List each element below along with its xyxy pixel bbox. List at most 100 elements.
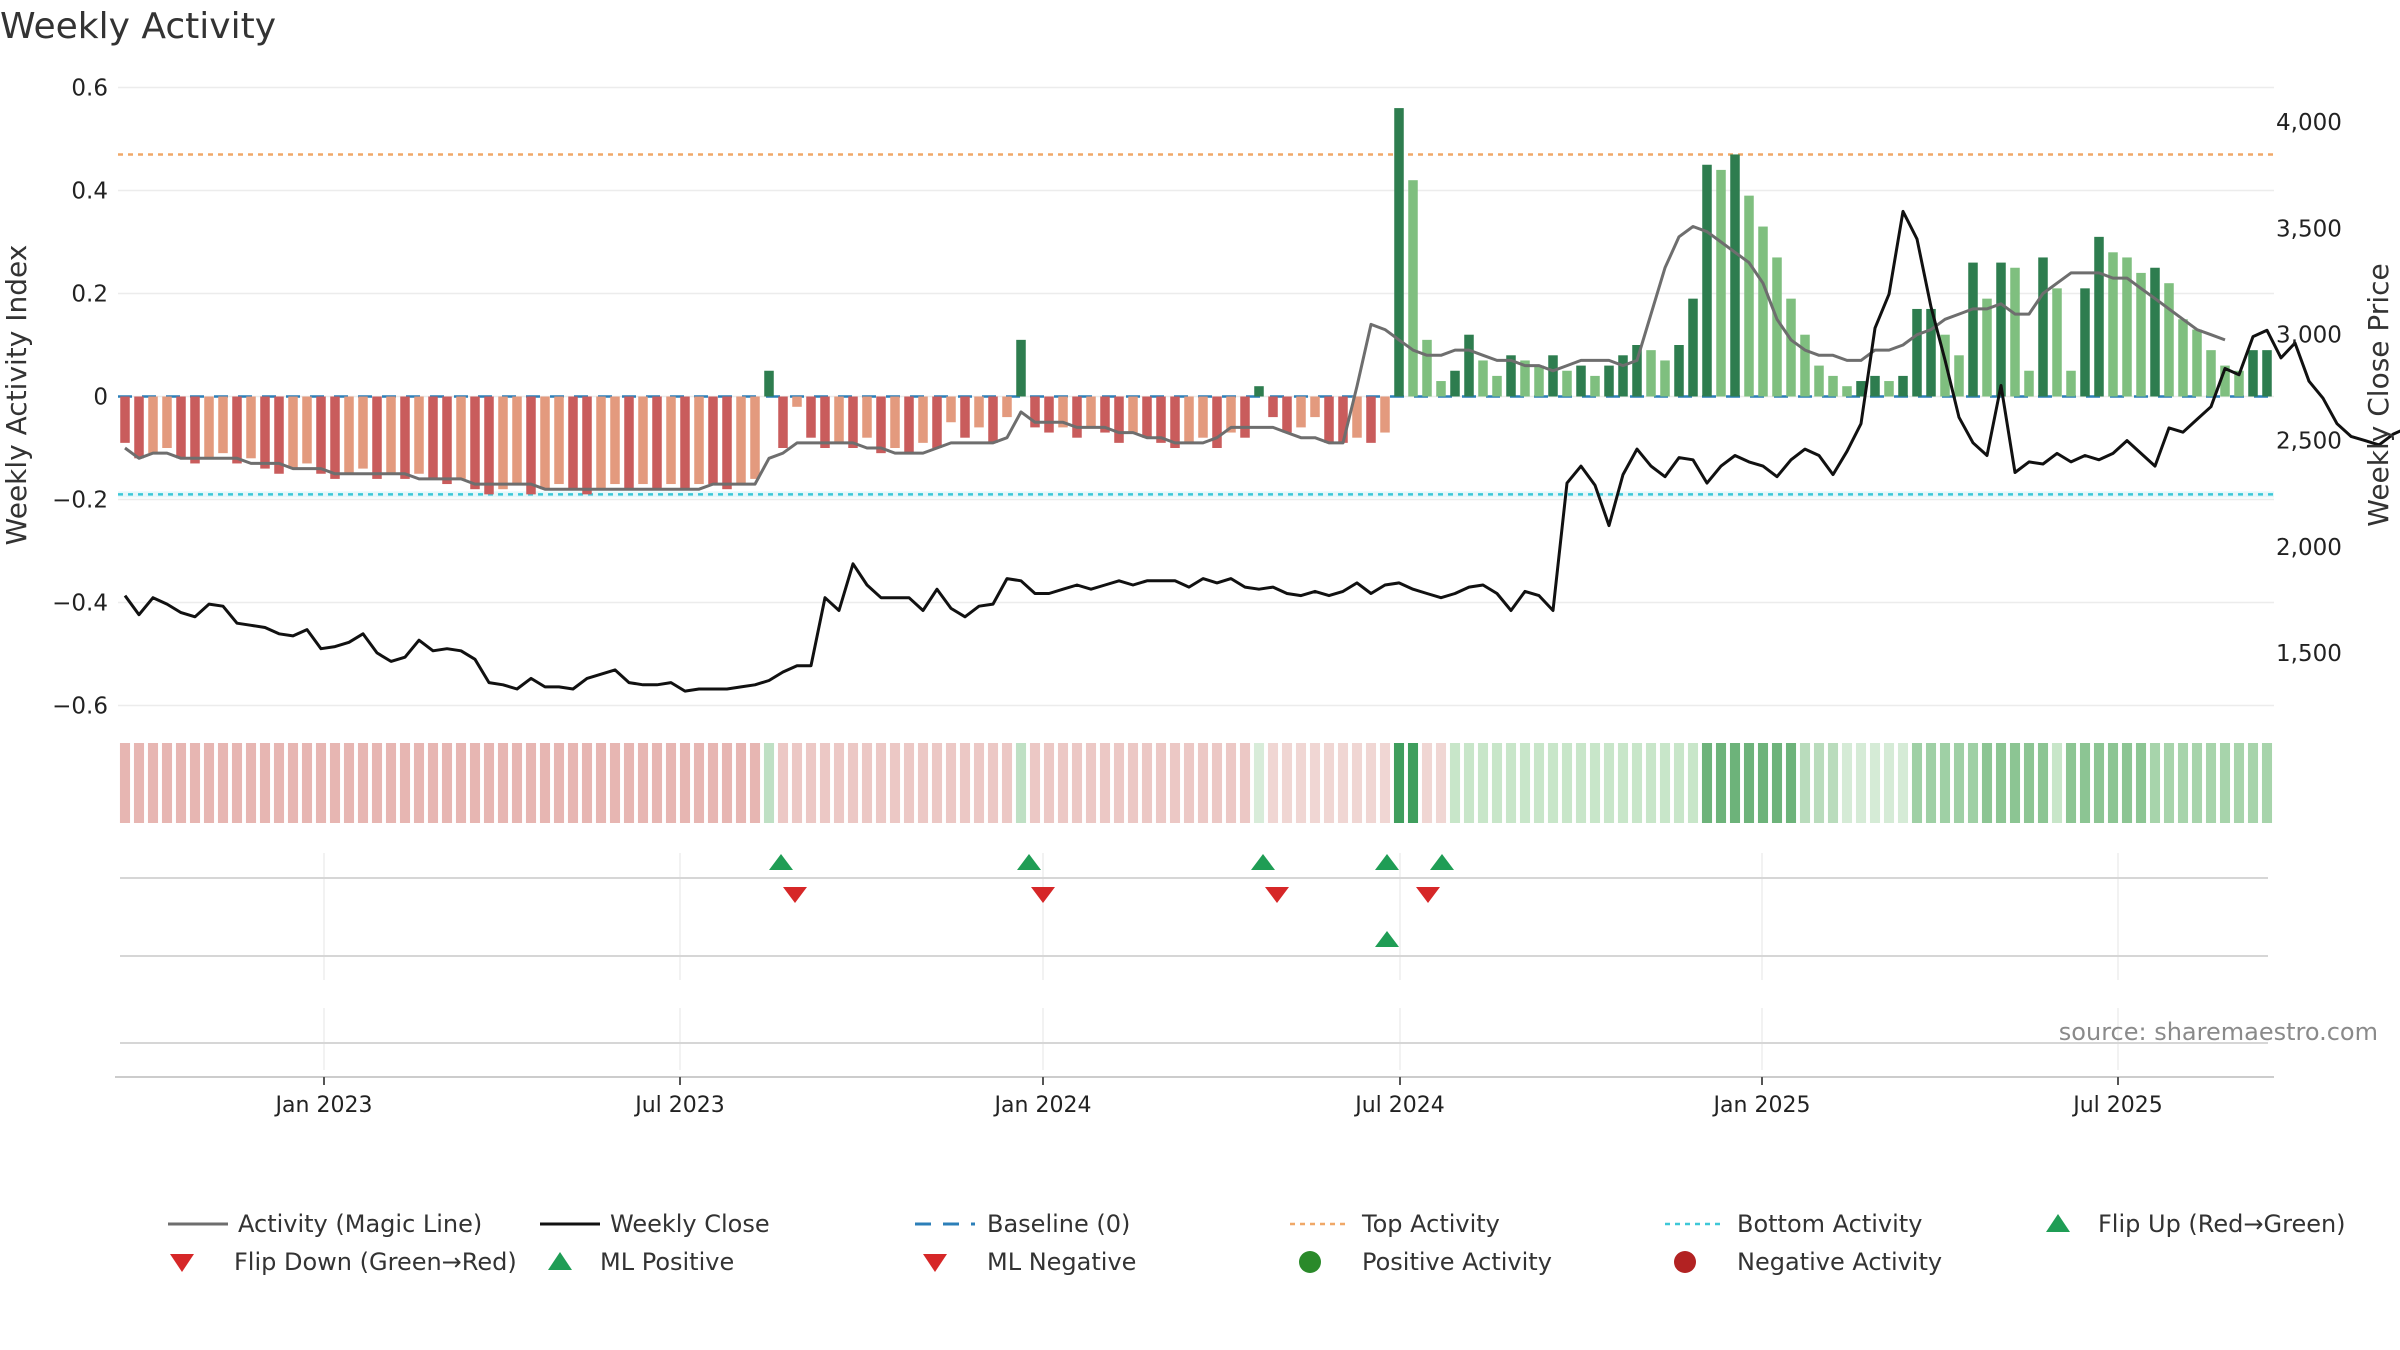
heat-cell (1771, 743, 1783, 823)
heat-cell (1113, 743, 1125, 823)
activity-bar (2038, 257, 2048, 397)
activity-bar (260, 396, 270, 469)
activity-bar (2248, 350, 2258, 397)
heat-cell (1519, 743, 1531, 823)
heat-cell (2219, 743, 2231, 823)
heat-cell (469, 743, 481, 823)
heat-cell (1561, 743, 1573, 823)
legend-swatch (1299, 1251, 1321, 1273)
activity-bar (2234, 370, 2244, 397)
heat-cell (2107, 743, 2119, 823)
activity-bar (1296, 396, 1306, 428)
x-tick-label: Jul 2025 (2071, 1093, 2163, 1118)
activity-bar (1408, 180, 1418, 397)
heat-cell (819, 743, 831, 823)
heat-cell (1617, 743, 1629, 823)
left-tick-label: 0 (93, 385, 108, 411)
activity-bar (1366, 396, 1376, 443)
activity-bar (596, 396, 606, 490)
heat-cell (1687, 743, 1699, 823)
heat-cell (1183, 743, 1195, 823)
activity-bar (848, 396, 858, 448)
left-tick-label: −0.2 (52, 488, 108, 514)
activity-bar (1912, 308, 1922, 397)
legend-label: Bottom Activity (1737, 1210, 1922, 1238)
heat-cell (1967, 743, 1979, 823)
heat-cell (2177, 743, 2189, 823)
legend-swatch (170, 1254, 194, 1272)
activity-bar (974, 396, 984, 428)
heat-cell (1169, 743, 1181, 823)
left-tick-label: −0.4 (52, 591, 108, 617)
magic-line (124, 225, 2226, 491)
heat-cell (581, 743, 593, 823)
legend-label: ML Positive (600, 1248, 734, 1276)
heat-cell (1337, 743, 1349, 823)
activity-bar (1688, 298, 1698, 397)
legend-item: Weekly Close (540, 1210, 770, 1238)
heat-cell (1631, 743, 1643, 823)
legend-label: Activity (Magic Line) (238, 1210, 482, 1238)
activity-bar (2094, 236, 2104, 397)
heat-cell (1911, 743, 1923, 823)
activity-bar (1520, 360, 1530, 397)
activity-bar (1254, 386, 1264, 397)
heat-cell (1533, 743, 1545, 823)
heat-cell (2121, 743, 2133, 823)
activity-bar (1478, 360, 1488, 397)
right-tick-label: 1,500 (2276, 641, 2342, 667)
heat-cell (231, 743, 243, 823)
heat-cell (427, 743, 439, 823)
heat-cell (1057, 743, 1069, 823)
legend-swatch (923, 1254, 947, 1272)
activity-bar (1030, 396, 1040, 428)
heat-cell (315, 743, 327, 823)
left-tick-label: −0.6 (52, 694, 108, 720)
activity-bar (1562, 370, 1572, 397)
heat-cell (497, 743, 509, 823)
heat-cell (2009, 743, 2021, 823)
activity-bar (2052, 288, 2062, 397)
activity-bar (316, 396, 326, 474)
activity-bar (498, 396, 508, 490)
heat-cell (147, 743, 159, 823)
activity-bar (876, 396, 886, 454)
heat-cell (1267, 743, 1279, 823)
activity-bar (1170, 396, 1180, 448)
heat-cell (385, 743, 397, 823)
heat-cell (1449, 743, 1461, 823)
heat-cell (2065, 743, 2077, 823)
flip-up-marker (1375, 854, 1399, 870)
heat-cell (1827, 743, 1839, 823)
heat-cell (1029, 743, 1041, 823)
activity-bar (1436, 381, 1446, 397)
heat-cell (987, 743, 999, 823)
activity-bar (1660, 360, 1670, 397)
activity-bar (2262, 350, 2272, 397)
activity-bar (1814, 365, 1824, 397)
x-tick-label: Jul 2023 (633, 1093, 725, 1118)
heat-cell (917, 743, 929, 823)
heat-cell (371, 743, 383, 823)
activity-bar (1394, 108, 1404, 397)
heat-cell (1925, 743, 1937, 823)
heat-cell (1211, 743, 1223, 823)
activity-bar (610, 396, 620, 485)
activity-bar (680, 396, 690, 490)
flip-up-marker (769, 854, 793, 870)
heat-cell (707, 743, 719, 823)
legend-item: Flip Up (Red→Green) (2046, 1210, 2346, 1238)
heat-cell (1407, 743, 1419, 823)
activity-bar (1884, 381, 1894, 397)
activity-bar (162, 396, 172, 448)
activity-bar (1226, 396, 1236, 433)
heat-cell (2037, 743, 2049, 823)
activity-bar (1310, 396, 1320, 418)
ml-positive-marker (1375, 931, 1399, 947)
heat-cell (1953, 743, 1965, 823)
heat-cell (2135, 743, 2147, 823)
activity-bar (1156, 396, 1166, 443)
heat-cell (1799, 743, 1811, 823)
heat-cell (1869, 743, 1881, 823)
heat-cell (637, 743, 649, 823)
